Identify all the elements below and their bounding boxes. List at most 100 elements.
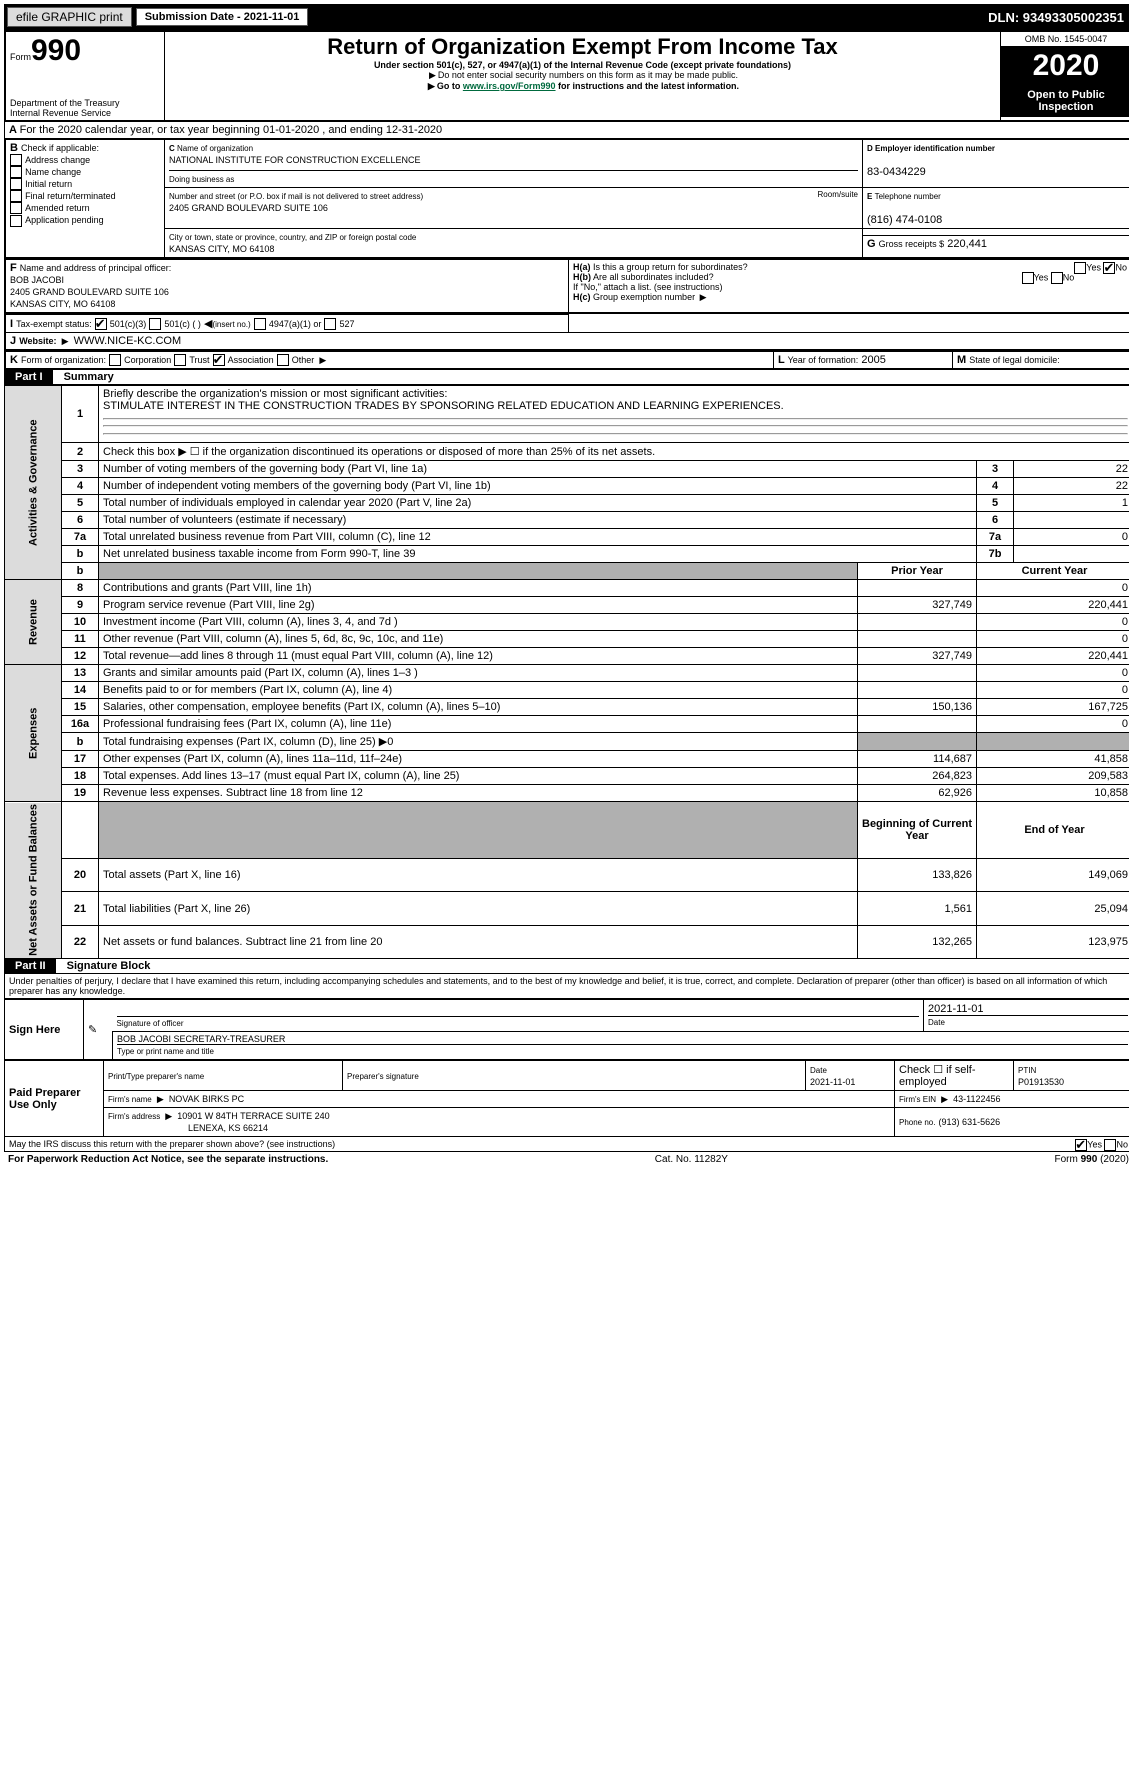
officer-addr1: 2405 GRAND BOULEVARD SUITE 106 — [10, 287, 169, 297]
website-value: WWW.NICE-KC.COM — [74, 335, 182, 347]
phone-label: Phone no. — [899, 1118, 935, 1127]
row-text: Net assets or fund balances. Subtract li… — [99, 925, 858, 958]
assoc-checkbox[interactable] — [213, 354, 225, 366]
discuss-row: May the IRS discuss this return with the… — [4, 1137, 1129, 1152]
row-text: Salaries, other compensation, employee b… — [99, 699, 858, 716]
note-ssn: Do not enter social security numbers on … — [438, 70, 738, 80]
hb-no-checkbox[interactable] — [1051, 272, 1063, 284]
row-text: Professional fundraising fees (Part IX, … — [99, 716, 858, 733]
street-address: 2405 GRAND BOULEVARD SUITE 106 — [169, 203, 328, 213]
form-word: Form — [10, 52, 31, 62]
form-no-footer: 990 — [1081, 1154, 1098, 1165]
rev-row: 10Investment income (Part VIII, column (… — [5, 614, 1129, 631]
yes-label: Yes — [1034, 272, 1049, 282]
4947-checkbox[interactable] — [254, 318, 266, 330]
hc-text: Group exemption number — [593, 292, 695, 302]
rev-row: 9Program service revenue (Part VIII, lin… — [5, 597, 1129, 614]
current-value: 0 — [977, 580, 1129, 597]
trust-checkbox[interactable] — [174, 354, 186, 366]
row-text: Total liabilities (Part X, line 26) — [99, 892, 858, 925]
amended-return-checkbox[interactable] — [10, 202, 22, 214]
row-value: 0 — [1014, 529, 1129, 546]
discuss-text: May the IRS discuss this return with the… — [9, 1139, 335, 1149]
entity-info-table: B Check if applicable: Address change Na… — [4, 139, 1129, 259]
rev-row: 11Other revenue (Part VIII, column (A), … — [5, 631, 1129, 648]
net-row: 21Total liabilities (Part X, line 26)1,5… — [5, 892, 1129, 925]
prior-value — [858, 682, 977, 699]
current-value: 123,975 — [977, 925, 1129, 958]
note-goto-post: for instructions and the latest informat… — [556, 81, 740, 91]
dept-label: Department of the Treasury — [10, 98, 160, 108]
b-opt-2: Initial return — [25, 179, 72, 189]
ha-no-checkbox[interactable] — [1103, 262, 1115, 274]
status-website-table: I Tax-exempt status: 501(c)(3) 501(c) ( … — [4, 314, 1129, 351]
row-text: Other expenses (Part IX, column (A), lin… — [99, 751, 858, 768]
instructions-link[interactable]: www.irs.gov/Form990 — [463, 81, 556, 91]
prior-value — [858, 580, 977, 597]
no-label: No — [1063, 272, 1075, 282]
irs-label: Internal Revenue Service — [10, 108, 160, 118]
q2-text: Check this box ▶ ☐ if the organization d… — [99, 443, 1129, 461]
row-text: Grants and similar amounts paid (Part IX… — [99, 665, 858, 682]
discuss-no-checkbox[interactable] — [1104, 1139, 1116, 1151]
b-opt-3: Final return/terminated — [25, 191, 116, 201]
exp-row: 15Salaries, other compensation, employee… — [5, 699, 1129, 716]
city-label: City or town, state or province, country… — [169, 233, 416, 242]
city-value: KANSAS CITY, MO 64108 — [169, 244, 274, 254]
l-label: Year of formation: — [788, 355, 859, 365]
current-value: 0 — [977, 716, 1129, 733]
part2-label: Part II — [5, 959, 56, 973]
firm-ein-label: Firm's EIN — [899, 1095, 936, 1104]
ha-text: Is this a group return for subordinates? — [593, 262, 748, 272]
prior-value: 264,823 — [858, 768, 977, 785]
part1-label: Part I — [5, 370, 53, 384]
row-text: Total fundraising expenses (Part IX, col… — [99, 733, 858, 751]
prep-name-label: Print/Type preparer's name — [108, 1072, 204, 1081]
vlabel-netassets: Net Assets or Fund Balances — [5, 802, 62, 959]
current-value: 149,069 — [977, 859, 1129, 892]
current-value: 0 — [977, 682, 1129, 699]
part2-title: Signature Block — [59, 960, 151, 972]
current-year-header: Current Year — [977, 563, 1129, 580]
gross-receipts-value: 220,441 — [947, 238, 987, 250]
i-o2: 501(c) ( ) — [164, 319, 201, 329]
row-text: Investment income (Part VIII, column (A)… — [99, 614, 858, 631]
gov-row: bNet unrelated business taxable income f… — [5, 546, 1129, 563]
hb-yes-checkbox[interactable] — [1022, 272, 1034, 284]
ha-yes-checkbox[interactable] — [1074, 262, 1086, 274]
pra-notice: For Paperwork Reduction Act Notice, see … — [8, 1154, 328, 1165]
i-o2n: (insert no.) — [212, 320, 250, 329]
firm-city: LENEXA, KS 66214 — [108, 1123, 268, 1133]
prior-value — [858, 665, 977, 682]
k-label: Form of organization: — [21, 355, 106, 365]
exp-row: 19Revenue less expenses. Subtract line 1… — [5, 785, 1129, 802]
c-name-label: Name of organization — [177, 144, 253, 153]
d-label: Employer identification number — [875, 144, 995, 153]
arrow-icon — [698, 292, 709, 302]
address-change-checkbox[interactable] — [10, 154, 22, 166]
527-checkbox[interactable] — [324, 318, 336, 330]
final-return-checkbox[interactable] — [10, 190, 22, 202]
ptin-label: PTIN — [1018, 1066, 1036, 1075]
current-value: 167,725 — [977, 699, 1129, 716]
row-text: Net unrelated business taxable income fr… — [99, 546, 977, 563]
corp-checkbox[interactable] — [109, 354, 121, 366]
vlabel-expenses: Expenses — [5, 665, 62, 802]
arrow-icon — [60, 335, 71, 347]
application-pending-checkbox[interactable] — [10, 215, 22, 227]
omb-label: OMB No. 1545-0047 — [1001, 32, 1129, 47]
paid-preparer-label: Paid Preparer Use Only — [5, 1061, 104, 1137]
501c3-checkbox[interactable] — [95, 318, 107, 330]
cat-no: Cat. No. 11282Y — [655, 1154, 728, 1165]
firm-name-label: Firm's name — [108, 1095, 152, 1104]
other-checkbox[interactable] — [277, 354, 289, 366]
row-text: Total number of individuals employed in … — [99, 495, 977, 512]
501c-checkbox[interactable] — [149, 318, 161, 330]
name-change-checkbox[interactable] — [10, 166, 22, 178]
row-text: Revenue less expenses. Subtract line 18 … — [99, 785, 858, 802]
gov-row: 7aTotal unrelated business revenue from … — [5, 529, 1129, 546]
efile-graphic-print-button[interactable]: efile GRAPHIC print — [7, 7, 132, 27]
discuss-yes-checkbox[interactable] — [1075, 1139, 1087, 1151]
initial-return-checkbox[interactable] — [10, 178, 22, 190]
top-bar: efile GRAPHIC print Submission Date - 20… — [4, 4, 1129, 30]
